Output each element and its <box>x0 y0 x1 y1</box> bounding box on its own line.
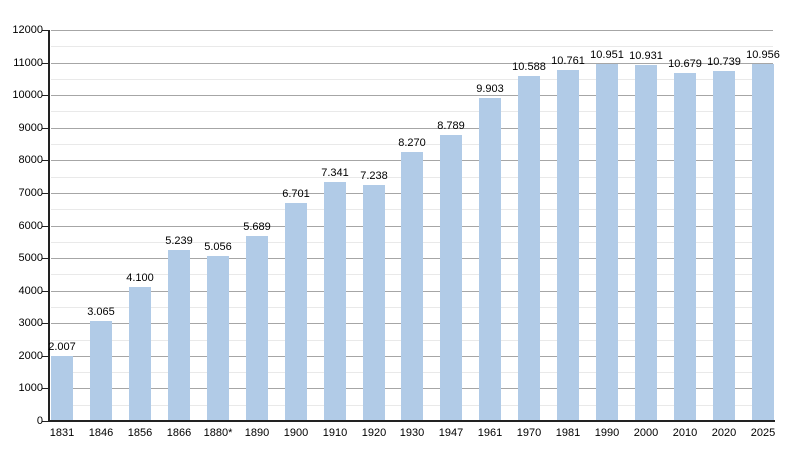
bar-value-label: 4.100 <box>126 272 154 284</box>
y-axis-tick-mark <box>42 193 49 194</box>
bar-1910 <box>324 182 346 421</box>
bar-value-label: 10.956 <box>746 49 780 61</box>
x-axis-tick-label: 1856 <box>127 427 153 439</box>
bar-2020 <box>713 71 735 421</box>
y-axis-tick-mark <box>42 323 49 324</box>
y-axis-tick-mark <box>42 128 49 129</box>
y-axis-tick-mark <box>42 421 49 422</box>
bar-1846 <box>90 321 112 421</box>
bar-value-label: 10.588 <box>512 61 546 73</box>
x-axis-tick-label: 1970 <box>516 427 542 439</box>
minor-gridline <box>51 144 773 145</box>
bar-value-label: 10.931 <box>629 50 663 62</box>
y-axis-tick-label: 8000 <box>18 154 43 166</box>
bar-value-label: 9.903 <box>476 83 504 95</box>
y-axis-tick-label: 4000 <box>18 285 43 297</box>
x-axis-tick-label: 1831 <box>49 427 75 439</box>
y-axis-tick-label: 2000 <box>18 350 43 362</box>
bar-1900 <box>285 203 307 421</box>
bar-value-label: 10.761 <box>551 55 585 67</box>
y-axis-tick-label: 7000 <box>18 187 43 199</box>
x-axis-tick-label: 1866 <box>166 427 192 439</box>
bar-1990 <box>596 64 618 421</box>
y-axis-tick-mark <box>42 160 49 161</box>
y-axis-tick-label: 1000 <box>18 382 43 394</box>
y-axis-tick-label: 9000 <box>18 122 43 134</box>
x-axis-tick-label: 1846 <box>88 427 114 439</box>
x-axis-tick-label: 2025 <box>750 427 776 439</box>
bar-value-label: 5.239 <box>165 235 193 247</box>
y-axis-tick-mark <box>42 63 49 64</box>
bar-value-label: 7.341 <box>321 167 349 179</box>
y-axis-tick-label: 10000 <box>12 89 43 101</box>
x-axis-tick-label: 1961 <box>477 427 503 439</box>
y-axis-tick-label: 6000 <box>18 220 43 232</box>
bar-1961 <box>479 98 501 421</box>
y-axis-tick-mark <box>42 30 49 31</box>
bar-1866 <box>168 250 190 421</box>
x-axis-tick-label: 2000 <box>633 427 659 439</box>
bar-1970 <box>518 76 540 421</box>
x-axis-tick-label: 1981 <box>555 427 581 439</box>
bar-1880* <box>207 256 229 421</box>
bar-value-label: 10.739 <box>707 56 741 68</box>
y-axis-tick-mark <box>42 291 49 292</box>
x-axis-tick-label: 2010 <box>672 427 698 439</box>
x-axis-tick-label: 1880* <box>203 427 233 439</box>
minor-gridline <box>51 111 773 112</box>
bar-2000 <box>635 65 657 421</box>
x-axis-tick-label: 1947 <box>438 427 464 439</box>
major-gridline <box>51 128 773 129</box>
major-gridline <box>51 95 773 96</box>
major-gridline <box>51 63 773 64</box>
bar-2025 <box>752 64 774 421</box>
bar-1831 <box>51 356 73 421</box>
bar-value-label: 2.007 <box>48 341 76 353</box>
bar-1930 <box>401 152 423 421</box>
y-axis-tick-mark <box>42 356 49 357</box>
y-axis-tick-label: 5000 <box>18 252 43 264</box>
minor-gridline <box>51 79 773 80</box>
y-axis-tick-mark <box>42 258 49 259</box>
y-axis-tick-mark <box>42 226 49 227</box>
minor-gridline <box>51 46 773 47</box>
x-axis-tick-label: 2020 <box>711 427 737 439</box>
bar-1947 <box>440 135 462 421</box>
y-axis-tick-mark <box>42 95 49 96</box>
bar-1920 <box>363 185 385 421</box>
y-axis-tick-label: 12000 <box>12 24 43 36</box>
bar-1856 <box>129 287 151 421</box>
bar-value-label: 10.951 <box>590 49 624 61</box>
bar-1890 <box>246 236 268 421</box>
bar-value-label: 8.270 <box>398 137 426 149</box>
bar-2010 <box>674 73 696 421</box>
y-axis-tick-label: 3000 <box>18 317 43 329</box>
bar-value-label: 8.789 <box>437 120 465 132</box>
bar-1981 <box>557 70 579 421</box>
x-axis-line <box>48 420 775 422</box>
x-axis-tick-label: 1900 <box>283 427 309 439</box>
x-axis-tick-label: 1990 <box>594 427 620 439</box>
x-axis-tick-label: 1890 <box>244 427 270 439</box>
x-axis-tick-label: 1910 <box>322 427 348 439</box>
y-axis-line <box>48 30 50 422</box>
bar-value-label: 5.056 <box>204 241 232 253</box>
bar-value-label: 7.238 <box>360 170 388 182</box>
bar-value-label: 5.689 <box>243 221 271 233</box>
y-axis-tick-label: 0 <box>36 415 43 427</box>
y-axis-tick-label: 11000 <box>13 57 43 69</box>
major-gridline <box>51 30 773 31</box>
bar-value-label: 6.701 <box>282 188 310 200</box>
y-axis-tick-mark <box>42 388 49 389</box>
x-axis-tick-label: 1920 <box>361 427 387 439</box>
x-axis-tick-label: 1930 <box>399 427 425 439</box>
bar-value-label: 10.679 <box>668 58 702 70</box>
bar-value-label: 3.065 <box>87 306 115 318</box>
